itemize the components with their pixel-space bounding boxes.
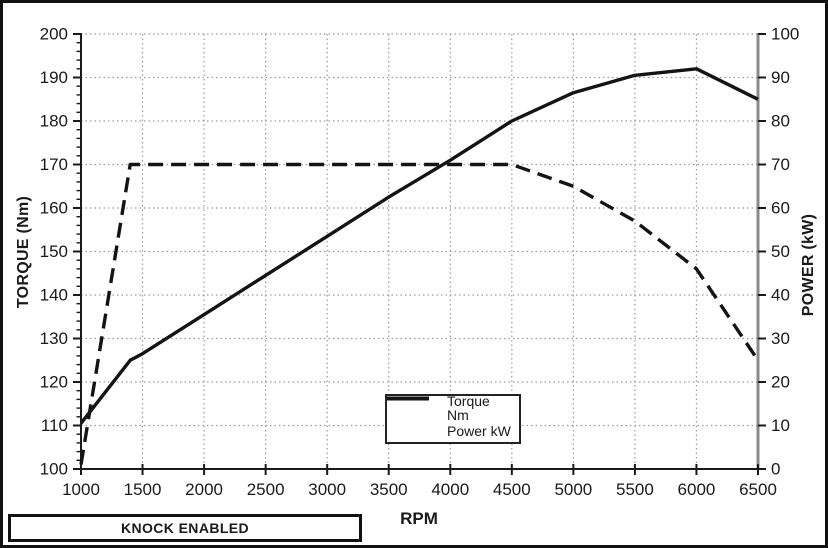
svg-text:100: 100 [40, 460, 68, 479]
svg-text:90: 90 [771, 68, 790, 87]
svg-text:6000: 6000 [678, 480, 716, 499]
svg-text:170: 170 [40, 155, 68, 174]
legend: Torque Nm Power kW [385, 394, 521, 444]
svg-text:180: 180 [40, 112, 68, 131]
legend-item-power: Power kW [387, 396, 513, 440]
svg-text:120: 120 [40, 373, 68, 392]
svg-text:20: 20 [771, 373, 790, 392]
svg-text:160: 160 [40, 199, 68, 218]
right-axis-title: POWER (kW) [800, 213, 817, 317]
svg-text:140: 140 [40, 286, 68, 305]
svg-text:2500: 2500 [247, 480, 285, 499]
plot-area: 1001101201301401501601701801902000102030… [40, 25, 800, 500]
svg-text:10: 10 [771, 416, 790, 435]
legend-label-power: Power kW [447, 422, 511, 439]
svg-text:70: 70 [771, 155, 790, 174]
svg-text:190: 190 [40, 68, 68, 87]
left-axis-title: TORQUE (Nm) [15, 195, 32, 309]
svg-text:60: 60 [771, 199, 790, 218]
knock-enabled-label: KNOCK ENABLED [120, 520, 250, 536]
svg-text:100: 100 [771, 25, 799, 44]
svg-text:130: 130 [40, 329, 68, 348]
svg-text:0: 0 [771, 460, 780, 479]
svg-text:3000: 3000 [308, 480, 346, 499]
svg-text:40: 40 [771, 286, 790, 305]
svg-text:110: 110 [41, 416, 68, 435]
svg-text:4000: 4000 [431, 480, 469, 499]
svg-text:3500: 3500 [370, 480, 408, 499]
svg-text:6500: 6500 [739, 480, 777, 499]
knock-enabled-box: KNOCK ENABLED [8, 514, 362, 542]
svg-text:1000: 1000 [62, 480, 100, 499]
svg-text:200: 200 [40, 25, 68, 44]
legend-label-torque: Torque Nm [447, 393, 490, 423]
svg-text:5500: 5500 [616, 480, 654, 499]
svg-text:50: 50 [771, 242, 790, 261]
svg-text:1500: 1500 [124, 480, 162, 499]
svg-text:80: 80 [771, 112, 790, 131]
svg-text:150: 150 [40, 242, 68, 261]
svg-text:4500: 4500 [493, 480, 531, 499]
svg-text:2000: 2000 [185, 480, 223, 499]
svg-text:5000: 5000 [554, 480, 592, 499]
legend-item-torque: Torque Nm [387, 394, 513, 422]
x-axis-title: RPM [400, 509, 438, 528]
svg-text:30: 30 [771, 329, 790, 348]
